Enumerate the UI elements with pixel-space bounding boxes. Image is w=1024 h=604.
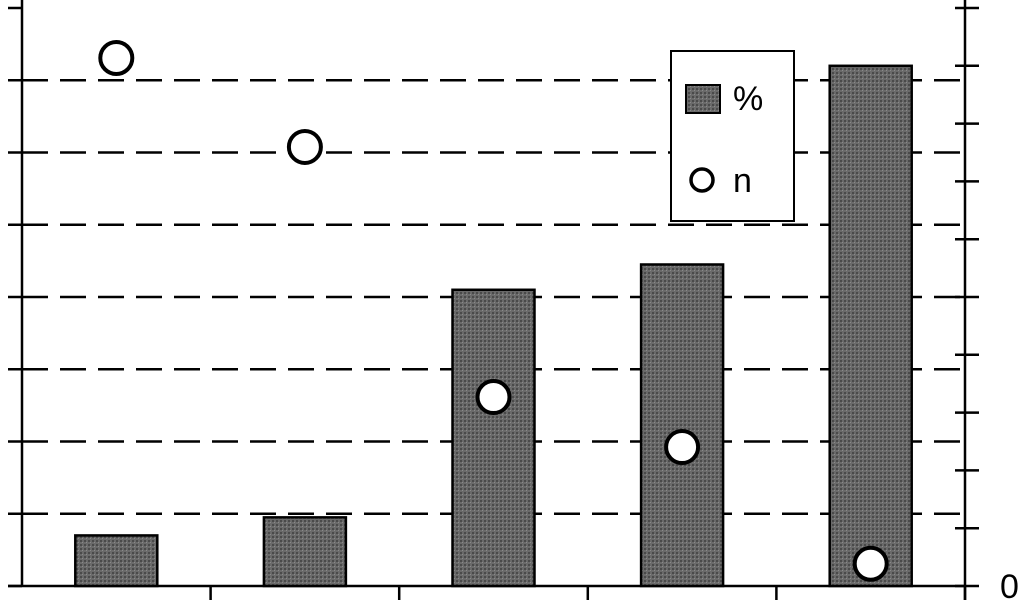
bar-percent — [74, 534, 159, 588]
point-n — [98, 40, 135, 77]
point-n — [664, 429, 701, 466]
bar-percent — [639, 263, 725, 588]
legend-box — [670, 50, 795, 222]
right-axis-tick-label: 0 — [1000, 568, 1019, 604]
legend-bar-swatch — [685, 84, 721, 114]
legend-label-n: n — [733, 162, 752, 200]
point-n — [286, 128, 323, 165]
bar-percent — [828, 64, 913, 588]
bar-percent — [451, 288, 536, 588]
legend: % n — [670, 50, 795, 222]
bar-percent — [262, 516, 348, 588]
point-series — [98, 40, 889, 582]
bar-series — [74, 64, 913, 588]
point-n — [475, 379, 512, 416]
legend-label-percent: % — [733, 80, 763, 118]
right-axis-tick-labels: 0 — [1000, 568, 1019, 604]
legend-point-swatch — [689, 167, 715, 193]
point-n — [852, 545, 889, 582]
